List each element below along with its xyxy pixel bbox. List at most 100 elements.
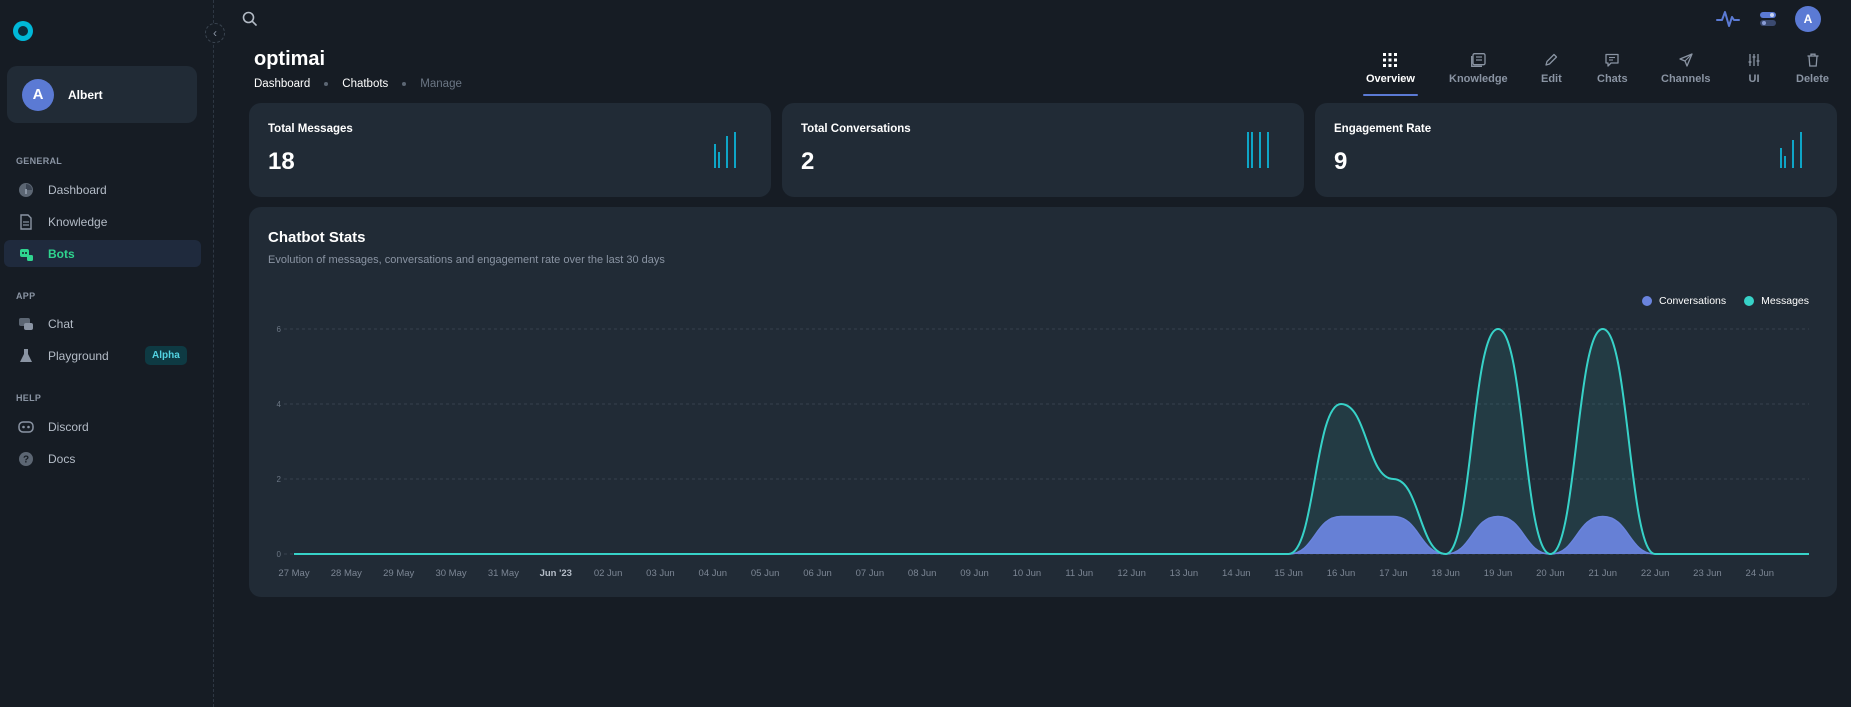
tab-label: Knowledge [1449,73,1508,85]
activity-icon[interactable] [1716,9,1740,29]
x-tick-label: 05 Jun [751,568,780,579]
stat-value: 2 [801,148,815,175]
nav-section-app: APP [16,291,36,301]
tab-knowledge[interactable]: Knowledge [1449,52,1508,85]
sidebar-item-discord[interactable]: Discord [4,413,201,440]
tab-label: Delete [1796,73,1830,85]
sliders-icon [1746,52,1762,68]
sidebar-item-label: Dashboard [48,182,107,197]
settings-toggle-icon[interactable] [1759,10,1777,28]
x-tick-label: 10 Jun [1013,568,1042,579]
x-tick-label: 29 May [383,568,414,579]
x-tick-label: 09 Jun [960,568,989,579]
tab-channels[interactable]: Channels [1661,52,1711,85]
stat-card-conversations: Total Conversations 2 [782,103,1304,197]
bar-chart-icon [714,132,736,168]
chart-legend: Conversations Messages [1624,295,1809,307]
user-name: Albert [68,87,103,102]
alpha-badge: Alpha [145,346,187,365]
user-card[interactable]: A Albert [7,66,197,123]
x-tick-label: 17 Jun [1379,568,1408,579]
y-tick-label: 6 [277,325,282,334]
x-tick-label: 07 Jun [856,568,885,579]
account-avatar[interactable]: A [1795,6,1821,32]
x-tick-label: 14 Jun [1222,568,1251,579]
y-tick-label: 2 [277,475,282,484]
breadcrumb: Dashboard Chatbots Manage [254,78,462,90]
x-tick-label: 31 May [488,568,519,579]
y-tick-label: 0 [277,550,282,559]
breadcrumb-dashboard[interactable]: Dashboard [254,78,311,90]
collapse-sidebar-button[interactable]: ‹ [205,23,225,43]
grid-icon [1382,52,1398,68]
x-tick-label: 02 Jun [594,568,623,579]
x-tick-label: 06 Jun [803,568,832,579]
sidebar-item-playground[interactable]: Playground Alpha [4,342,201,369]
sidebar: A Albert GENERAL Dashboard Knowledge Bot… [0,0,214,707]
x-tick-label: 11 Jun [1065,568,1093,579]
legend-item-messages[interactable]: Messages [1744,295,1809,307]
x-tick-label: 16 Jun [1327,568,1356,579]
legend-label: Conversations [1659,295,1727,307]
x-tick-label: 15 Jun [1274,568,1303,579]
tab-ui[interactable]: UI [1746,52,1762,85]
chart-subtitle: Evolution of messages, conversations and… [268,254,665,266]
document-icon [18,213,34,230]
tab-edit[interactable]: Edit [1541,52,1562,85]
x-tick-label: 27 May [278,568,309,579]
sidebar-item-docs[interactable]: ? Docs [4,445,201,472]
search-icon[interactable] [241,10,259,28]
stat-card-engagement: Engagement Rate 9 [1315,103,1837,197]
tab-chats[interactable]: Chats [1597,52,1628,85]
legend-label: Messages [1761,295,1809,307]
tab-label: Overview [1366,73,1415,85]
sidebar-item-label: Chat [48,316,74,331]
sidebar-item-label: Playground [48,348,109,363]
x-tick-label: 20 Jun [1536,568,1565,579]
chevron-left-icon: ‹ [213,26,217,40]
sidebar-item-bots[interactable]: Bots [4,240,201,267]
tab-label: UI [1748,73,1760,85]
sidebar-item-label: Docs [48,451,76,466]
trash-icon [1805,52,1821,68]
chat-icon [18,316,34,332]
sidebar-item-knowledge[interactable]: Knowledge [4,208,201,235]
conversations-area [294,516,1809,554]
chatbot-stats-card: 0 2 4 6 27 May 28 May 29 May 30 May 31 May Jun '2… [249,207,1837,597]
bot-icon [18,246,34,262]
x-tick-label: 24 Jun [1746,568,1775,579]
logo-icon[interactable] [13,21,33,41]
chat-bubble-icon [1604,52,1620,68]
legend-item-conversations[interactable]: Conversations [1642,295,1726,307]
x-tick-label: 04 Jun [699,568,728,579]
breadcrumb-manage: Manage [420,78,462,90]
knowledge-icon [1470,52,1486,68]
page-title: optimai [254,48,326,70]
tab-delete[interactable]: Delete [1796,52,1829,85]
tab-label: Chats [1597,73,1628,85]
breadcrumb-chatbots[interactable]: Chatbots [342,78,389,90]
messages-area [294,329,1809,554]
bar-chart-icon [1780,132,1802,168]
breadcrumb-separator [324,82,329,86]
discord-icon [18,419,34,435]
tab-overview[interactable]: Overview [1363,52,1418,96]
tab-label: Channels [1661,73,1711,85]
sidebar-item-dashboard[interactable]: Dashboard [4,176,201,203]
tab-label: Edit [1541,73,1562,85]
x-tick-label: 08 Jun [908,568,937,579]
help-circle-icon: ? [18,451,34,467]
x-tick-label: 12 Jun [1117,568,1146,579]
x-tick-label: 03 Jun [646,568,675,579]
nav-section-help: HELP [16,393,42,403]
x-tick-label: 22 Jun [1641,568,1670,579]
sidebar-item-label: Discord [48,419,89,434]
legend-dot [1744,296,1755,306]
svg-text:?: ? [23,454,29,465]
sidebar-item-chat[interactable]: Chat [4,310,201,337]
chart-title: Chatbot Stats [268,229,366,246]
send-icon [1678,52,1694,68]
x-tick-label: 28 May [331,568,362,579]
stat-value: 9 [1334,148,1348,175]
x-tick-label: 18 Jun [1431,568,1460,579]
